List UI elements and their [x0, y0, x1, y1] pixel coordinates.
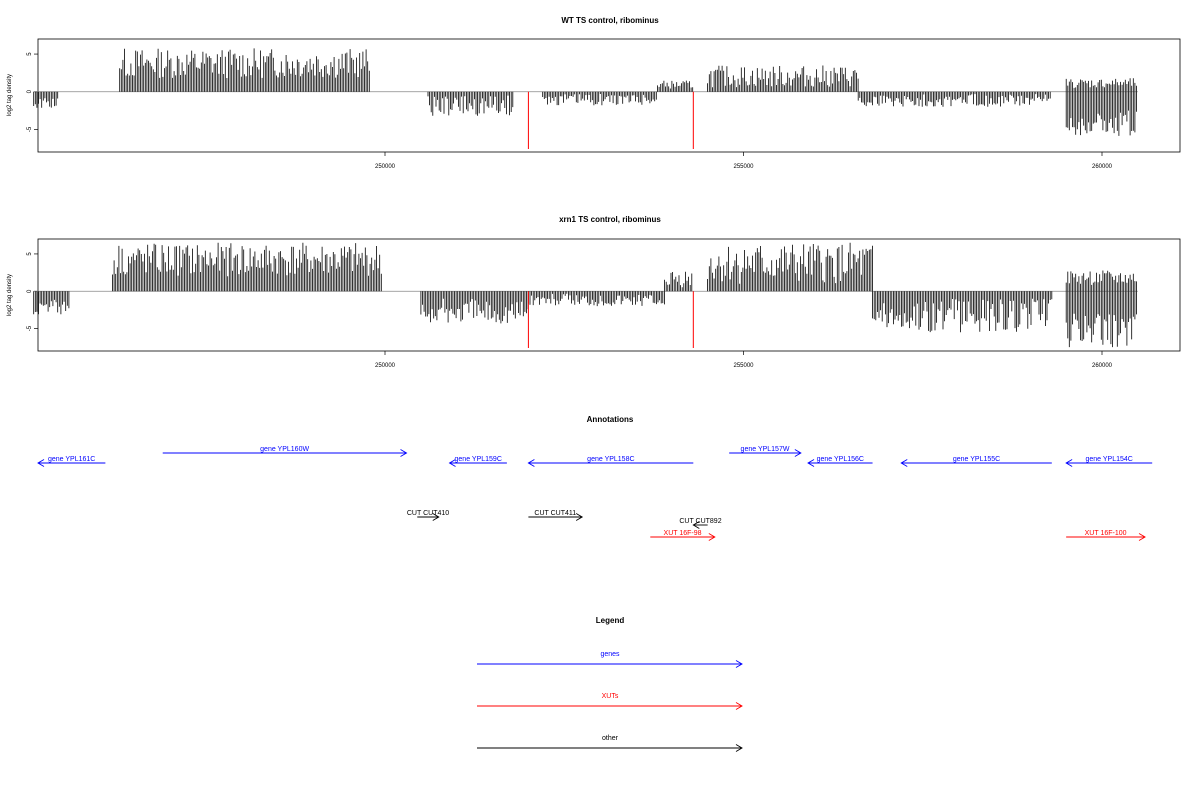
xut-label: XUT 16F-100 [1085, 530, 1127, 537]
gene-annotation: gene YPL158C [527, 456, 694, 467]
x-tick-label: 255000 [733, 164, 754, 170]
density-bars [664, 271, 693, 292]
panel-wt-bars [33, 48, 1138, 149]
gene-annotation: gene YPL154C [1065, 456, 1153, 467]
gene-label: gene YPL157W [741, 446, 790, 453]
density-bars [1065, 270, 1137, 292]
gene-label: gene YPL155C [953, 456, 1000, 463]
panel-xrn1-bars [33, 242, 1138, 348]
panel-wt-axes: 250000 255000 260000 -5 0 5 [27, 52, 1113, 170]
gene-annotation: gene YPL160W [162, 446, 408, 457]
panel-xrn1: xrn1 TS control, ribominus log2 tag dens… [7, 215, 1181, 369]
legend-label: genes [600, 651, 620, 658]
other-label: CUT CUT892 [679, 518, 721, 525]
other-arrow-head [692, 521, 700, 529]
gene-annotation: gene YPL156C [807, 456, 873, 467]
density-bars [707, 242, 873, 292]
gene-annotation: gene YPL157W [729, 446, 802, 457]
annotation-tracks: gene YPL161C gene YPL160W gene YPL159C gene… [37, 446, 1153, 541]
density-bars [112, 242, 382, 292]
legend-label: other [602, 735, 619, 742]
density-bars [1065, 91, 1137, 136]
other-annotation: CUT CUT411 [528, 510, 584, 521]
density-bars [33, 91, 59, 108]
x-tick-label: 255000 [733, 363, 754, 369]
density-bars [1065, 78, 1137, 92]
gene-arrow-head [807, 459, 815, 467]
density-bars [707, 65, 859, 92]
density-bars [420, 291, 529, 324]
density-bars [542, 91, 657, 106]
x-tick-label: 260000 [1092, 363, 1113, 369]
xut-arrow-head [1138, 533, 1146, 541]
x-tick-label: 250000 [375, 164, 396, 170]
gene-label: gene YPL154C [1085, 456, 1132, 463]
density-bars [427, 91, 514, 116]
x-tick-label: 250000 [375, 363, 396, 369]
density-bars [1065, 291, 1137, 348]
other-label: CUT CUT411 [534, 510, 576, 517]
gene-arrow-head [448, 459, 456, 467]
legend-title: Legend [596, 616, 625, 625]
legend-arrow-head [735, 660, 743, 668]
panel-wt: WT TS control, ribominus log2 tag densit… [7, 16, 1181, 170]
gene-annotation: gene YPL159C [448, 456, 507, 467]
y-tick-label: -5 [27, 126, 33, 132]
legend-label: XUTs [602, 693, 619, 700]
legend-item: other [477, 735, 743, 752]
gene-label: gene YPL160W [260, 446, 309, 453]
y-tick-label: -5 [27, 325, 33, 331]
y-tick-label: 5 [27, 52, 33, 56]
x-tick-label: 260000 [1092, 164, 1113, 170]
other-annotation: CUT CUT892 [679, 518, 722, 529]
other-arrow-head [432, 513, 440, 521]
panel-xrn1-title: xrn1 TS control, ribominus [559, 215, 661, 224]
gene-annotation: gene YPL161C [37, 456, 106, 467]
gene-annotation: gene YPL155C [900, 456, 1052, 467]
gene-label: gene YPL158C [587, 456, 634, 463]
density-bars [857, 91, 1051, 107]
gene-arrow-head [794, 449, 802, 457]
legend-item: XUTs [477, 693, 743, 710]
legend-item: genes [477, 651, 743, 668]
gene-label: gene YPL161C [48, 456, 95, 463]
panel-xrn1-axes: 250000 255000 260000 -5 0 5 [27, 252, 1113, 369]
gene-label: gene YPL156C [817, 456, 864, 463]
other-annotation: CUT CUT410 [407, 510, 449, 521]
density-bars [119, 48, 370, 92]
gene-arrow-head [1065, 459, 1073, 467]
gene-arrow-head [900, 459, 908, 467]
gene-arrow-head [400, 449, 408, 457]
annotations-title: Annotations [587, 415, 634, 424]
other-arrow-head [575, 513, 584, 521]
panel-wt-frame [37, 38, 1181, 153]
legend-arrow-head [735, 702, 743, 710]
density-bars [657, 80, 694, 92]
xut-annotation: XUT 16F-100 [1066, 530, 1146, 541]
xut-annotation: XUT 16F-98 [650, 530, 716, 541]
xut-label: XUT 16F-98 [664, 530, 702, 537]
y-tick-label: 5 [27, 252, 33, 256]
y-tick-label: 0 [27, 289, 33, 293]
panel-xrn1-frame [37, 238, 1181, 352]
density-bars [33, 291, 70, 315]
panel-xrn1-ylabel: log2 tag density [7, 274, 13, 316]
y-tick-label: 0 [27, 89, 33, 93]
density-bars [872, 291, 1053, 333]
xut-arrow-head [708, 533, 716, 541]
legend-items: genes XUTs other [477, 651, 743, 752]
legend-panel: Legend genes XUTs other [477, 616, 743, 752]
panel-wt-ylabel: log2 tag density [7, 74, 13, 116]
gene-arrow-head [527, 459, 535, 467]
panel-wt-title: WT TS control, ribominus [561, 16, 659, 25]
gene-label: gene YPL159C [455, 456, 502, 463]
legend-arrow-head [735, 744, 743, 752]
density-bars [528, 291, 665, 307]
gene-arrow-head [37, 459, 45, 467]
other-label: CUT CUT410 [407, 510, 449, 517]
